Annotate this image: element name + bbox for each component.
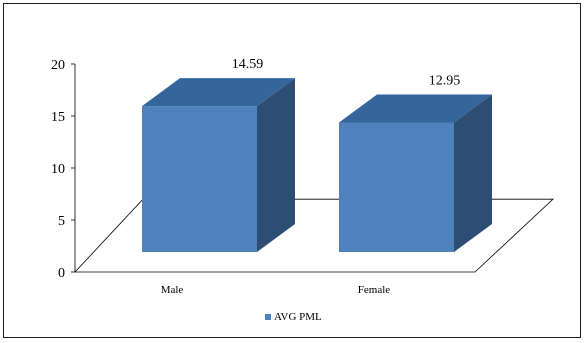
bars-group — [142, 78, 492, 252]
y-tick-label: 10 — [51, 162, 65, 177]
y-tick-label: 5 — [58, 214, 65, 229]
y-axis: 0 5 10 15 20 — [51, 58, 76, 281]
legend: AVG PML — [265, 311, 322, 323]
y-tick-label: 20 — [51, 58, 65, 73]
x-tick-label: Male — [161, 284, 184, 296]
data-label: 14.59 — [232, 57, 264, 72]
bar-side-face — [454, 94, 492, 252]
bar-top-face — [142, 78, 295, 107]
x-tick-label: Female — [358, 284, 390, 296]
y-tick-label: 0 — [58, 266, 65, 281]
bar-front-face — [142, 106, 257, 252]
bar-female — [339, 94, 492, 252]
data-label: 12.95 — [429, 74, 461, 89]
bar-male — [142, 78, 295, 252]
legend-swatch — [265, 314, 271, 320]
bar-front-face — [339, 122, 454, 252]
floor-plane — [74, 198, 555, 273]
bar-top-face — [339, 94, 492, 123]
x-axis: Male Female — [161, 284, 391, 296]
chart-floor — [74, 198, 555, 273]
y-tick-label: 15 — [51, 110, 65, 125]
data-labels: 14.59 12.95 — [232, 57, 461, 88]
legend-label-avg-pml: AVG PML — [274, 311, 322, 323]
bar-side-face — [257, 78, 295, 252]
